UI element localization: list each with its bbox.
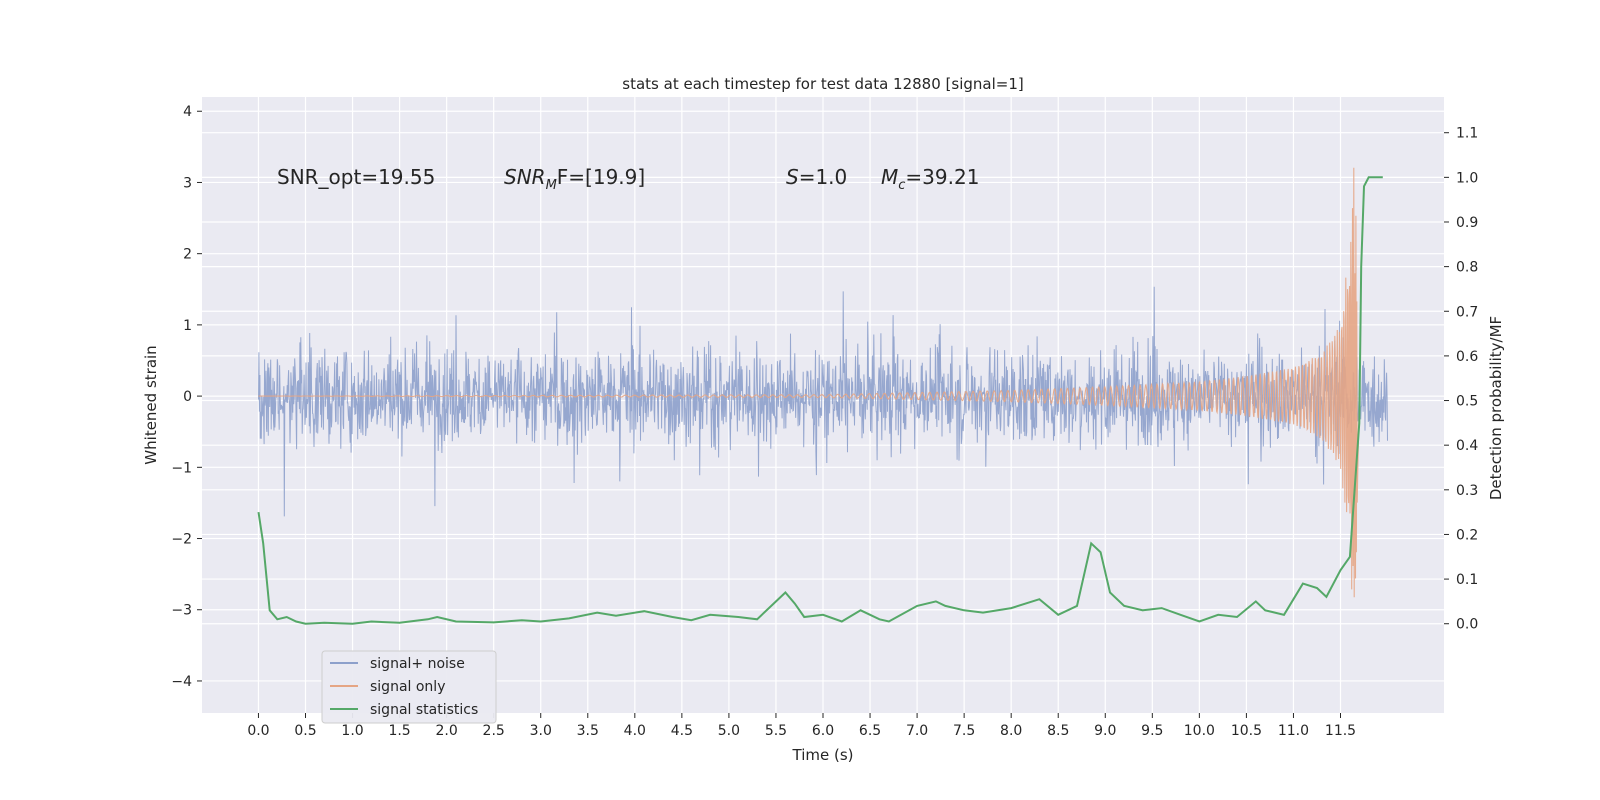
y-tick-label: 4 [183,104,192,120]
x-tick-label: 8.5 [1047,723,1069,739]
x-ticks: 0.0 0.5 1.0 1.5 2.0 2.5 3.0 3.5 4.0 4.5 5.0 5.5 6.0 6… [247,713,1356,739]
y-axis-label-right: Detection probability/MF [1487,316,1505,500]
y-right-tick-label: 0.5 [1456,394,1478,410]
legend: signal+ noise signal only signal statist… [321,650,497,724]
y-right-tick-label: 0.0 [1456,617,1478,633]
x-tick-label: 3.5 [577,723,599,739]
series-signal-noise-line [258,286,1388,517]
annotation-mc-sub: c [898,178,905,193]
y-tick-label: −1 [171,460,192,476]
chart-title: stats at each timestep for test data 128… [622,75,1023,93]
legend-label-signal-noise: signal+ noise [370,656,465,672]
legend-box [321,650,497,724]
annotation-s-rest: =1.0 [799,165,848,189]
x-tick-label: 1.0 [341,723,363,739]
y-right-tick-label: 0.3 [1456,483,1478,499]
annotation-mc-main: M [881,165,898,189]
y-right-tick-label: 0.4 [1456,438,1478,454]
y-tick-label: 2 [183,247,192,263]
legend-label-signal-statistics: signal statistics [370,702,478,718]
y-right-tick-label: 1.1 [1456,126,1478,142]
y-tick-label: 1 [183,318,192,334]
x-tick-label: 7.0 [906,723,928,739]
y-axis-label: Whitened strain [142,345,160,464]
annotation-snr-mf-sub: M [546,178,557,193]
x-tick-label: 4.5 [671,723,693,739]
x-tick-label: 11.0 [1278,723,1309,739]
series-signal-only-line [258,167,1360,598]
y-right-tick-label: 0.7 [1456,304,1478,320]
y-right-tick-label: 0.6 [1456,349,1478,365]
x-tick-label: 2.0 [436,723,458,739]
x-tick-label: 5.5 [765,723,787,739]
annotation-snr-mf-rest: F=[19.9] [557,165,645,189]
x-tick-label: 10.0 [1184,723,1215,739]
annotation-snr-mf: SNRMF=[19.9] [504,165,645,193]
annotation-snr-mf-main: SNR [504,165,546,189]
y-tick-label: −4 [171,674,192,690]
x-tick-label: 3.0 [530,723,552,739]
y-right-tick-label: 1.0 [1456,170,1478,186]
y-ticks-left: 4 3 2 1 0 −1 −2 −3 −4 [171,104,202,690]
annotation-s: S=1.0 [786,165,847,189]
x-tick-label: 0.0 [247,723,269,739]
x-tick-label: 5.0 [718,723,740,739]
x-tick-label: 6.0 [812,723,834,739]
y-tick-label: 0 [183,389,192,405]
y-right-tick-label: 0.1 [1456,572,1478,588]
annotation-snr-opt: SNR_opt=19.55 [277,165,435,189]
x-tick-label: 1.5 [388,723,410,739]
x-tick-label: 8.0 [1000,723,1022,739]
series-layer [257,167,1388,625]
annotation-mc-rest: =39.21 [905,165,979,189]
y-tick-label: −2 [171,532,192,548]
series-signal-statistics-line [257,176,1383,625]
y-right-tick-label: 0.9 [1456,215,1478,231]
y-right-tick-label: 0.2 [1456,527,1478,543]
x-tick-label: 0.5 [294,723,316,739]
x-tick-label: 2.5 [483,723,505,739]
x-tick-label: 10.5 [1231,723,1262,739]
y-tick-label: 3 [183,175,192,191]
x-tick-label: 11.5 [1325,723,1356,739]
x-tick-label: 9.5 [1141,723,1163,739]
x-tick-label: 7.5 [953,723,975,739]
x-tick-label: 9.0 [1094,723,1116,739]
legend-label-signal-only: signal only [370,679,445,695]
x-tick-label: 4.0 [624,723,646,739]
y-ticks-right: 1.1 1.0 0.9 0.8 0.7 0.6 0.5 0.4 0.3 0.2 0.1 0.0 [1444,126,1478,633]
annotation-mc: Mc=39.21 [881,165,979,193]
annotation-s-main: S [786,165,799,189]
y-tick-label: −3 [171,603,192,619]
x-tick-label: 6.5 [859,723,881,739]
y-right-tick-label: 0.8 [1456,260,1478,276]
x-axis-label: Time (s) [792,746,854,764]
